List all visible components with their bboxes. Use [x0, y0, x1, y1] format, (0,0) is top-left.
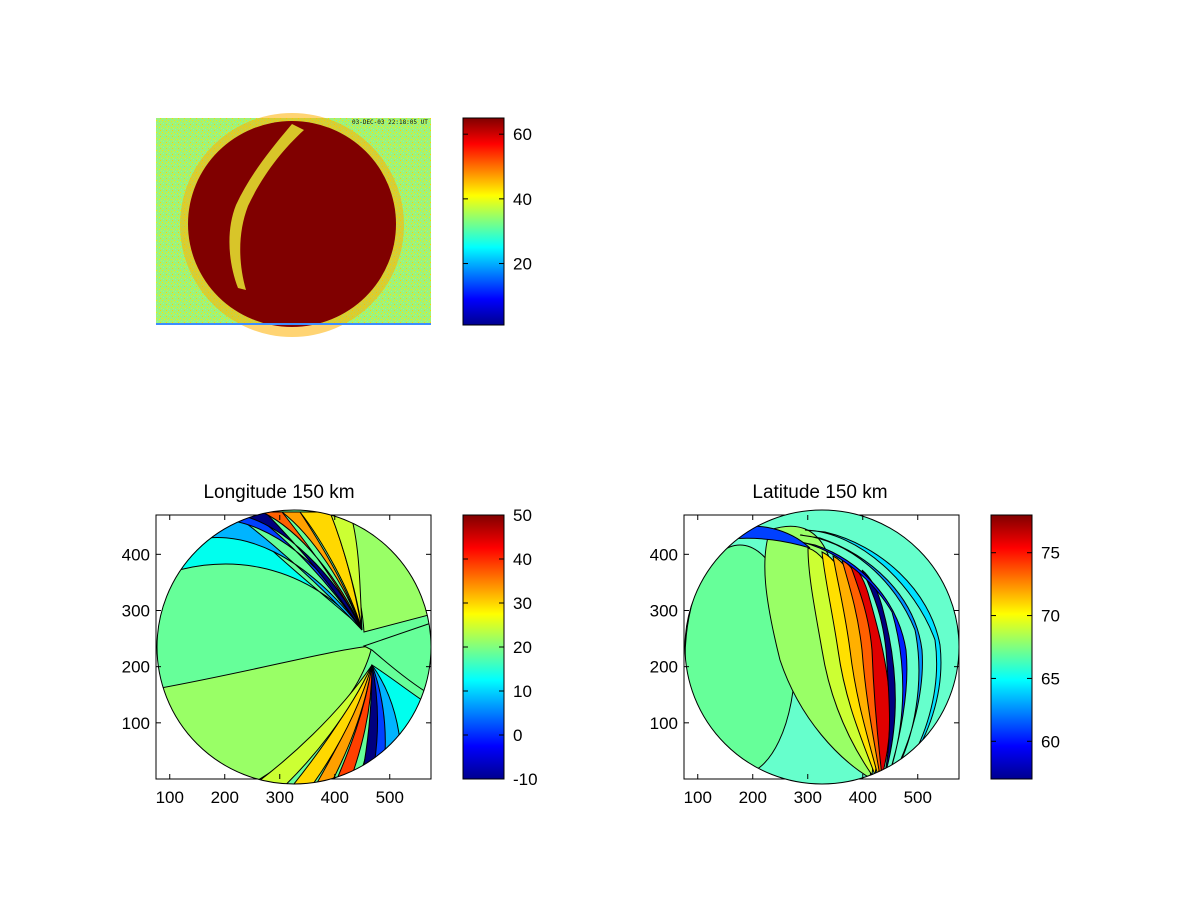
latitude-panel: Latitude 150 km 100 200 300 400 500 100 200 300… — [650, 482, 960, 807]
longitude-region-east — [362, 619, 431, 701]
colorbar-longitude: -10 0 10 20 30 40 50 — [462, 506, 538, 789]
latitude-ytick-label: 200 — [650, 658, 678, 677]
longitude-xtick-label: 300 — [266, 788, 294, 807]
colorbar-latitude-tick-label: 75 — [1041, 544, 1060, 563]
latitude-ytick-label: 400 — [650, 545, 678, 564]
colorbar-longitude-gradient — [462, 514, 505, 780]
colorbar-latitude-gradient — [990, 514, 1033, 780]
colorbar-longitude-tick-label: 20 — [513, 638, 532, 657]
longitude-xtick-label: 400 — [321, 788, 349, 807]
colorbar-longitude-tick-label: 0 — [513, 726, 522, 745]
raw-image-arc — [229, 124, 304, 290]
latitude-ytick-label: 300 — [650, 601, 678, 620]
colorbar-longitude-tick-label: 30 — [513, 594, 532, 613]
longitude-xtick-label: 100 — [156, 788, 184, 807]
colorbar-latitude-tick-label: 65 — [1041, 669, 1060, 688]
longitude-title: Longitude 150 km — [203, 482, 354, 503]
longitude-ytick-label: 400 — [122, 545, 150, 564]
colorbar-latitude-tick-label: 60 — [1041, 732, 1060, 751]
longitude-ytick-label: 300 — [122, 601, 150, 620]
longitude-disc-outline — [156, 509, 432, 785]
latitude-ytick-label: 100 — [650, 714, 678, 733]
colorbar-raw: 20 40 60 — [462, 117, 532, 326]
longitude-ytick-label: 100 — [122, 714, 150, 733]
raw-image-stamp: 03-DEC-03 22:18:05 UT — [352, 119, 428, 126]
latitude-disc-outline — [684, 509, 960, 785]
longitude-xtick-label: 500 — [376, 788, 404, 807]
raw-image-disc — [188, 121, 396, 327]
colorbar-raw-tick-label: 20 — [513, 255, 532, 274]
latitude-xtick-label: 100 — [684, 788, 712, 807]
colorbar-latitude: 60 65 70 75 — [990, 514, 1060, 780]
colorbar-longitude-tick-label: 50 — [513, 506, 532, 525]
latitude-title: Latitude 150 km — [752, 482, 887, 503]
colorbar-raw-tick-label: 40 — [513, 190, 532, 209]
colorbar-longitude-tick-label: 40 — [513, 550, 532, 569]
longitude-ytick-label: 200 — [122, 658, 150, 677]
colorbar-longitude-tick-label: -10 — [513, 770, 538, 789]
colorbar-raw-gradient — [462, 117, 505, 326]
colorbar-latitude-tick-label: 70 — [1041, 607, 1060, 626]
longitude-xtick-label: 200 — [211, 788, 239, 807]
latitude-contours — [685, 510, 959, 784]
colorbar-longitude-tick-label: 10 — [513, 682, 532, 701]
latitude-xtick-label: 300 — [794, 788, 822, 807]
longitude-panel: Longitude 150 km — [122, 482, 432, 807]
colorbar-raw-tick-label: 60 — [513, 125, 532, 144]
raw-image-panel: 03-DEC-03 22:18:05 UT — [156, 113, 431, 337]
latitude-xtick-label: 400 — [849, 788, 877, 807]
latitude-xtick-label: 500 — [904, 788, 932, 807]
latitude-xtick-label: 200 — [739, 788, 767, 807]
